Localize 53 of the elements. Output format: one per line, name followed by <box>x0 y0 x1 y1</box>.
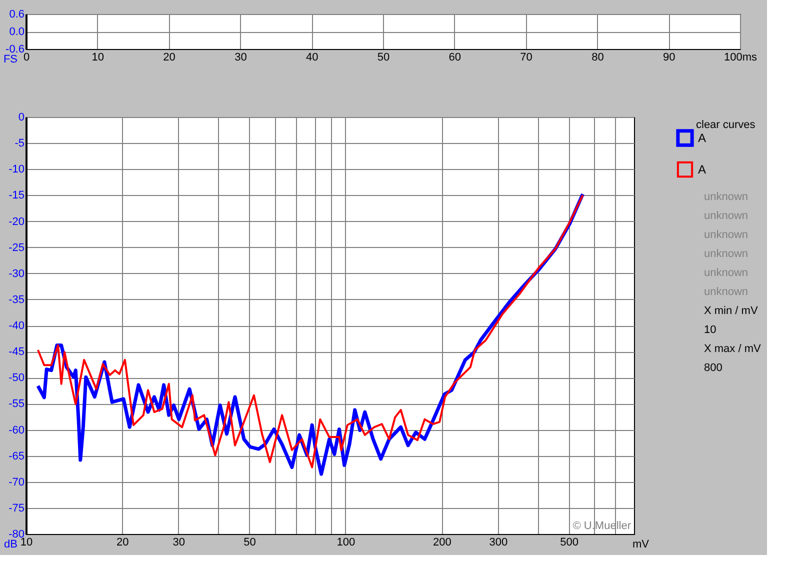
y-tick-label: -20 <box>8 216 24 228</box>
x-tick-label: 50 <box>244 536 256 548</box>
x-tick-label: 100 <box>336 536 356 548</box>
text: unknown <box>704 210 748 222</box>
y-tick-label: 0.0 <box>9 26 24 38</box>
y-tick-label: -50 <box>8 372 24 384</box>
x-tick-label: 10 <box>20 536 33 548</box>
legend-label: A <box>698 162 706 176</box>
text: unknown <box>704 191 748 203</box>
x-tick-label: 80 <box>592 52 604 64</box>
x-tick-label: 30 <box>234 52 247 64</box>
y-tick-label: -65 <box>8 450 24 462</box>
y-axis-title: dB <box>4 538 18 550</box>
y-tick-label: 0.6 <box>9 8 24 20</box>
y-axis-title: FS <box>3 54 18 66</box>
y-tick-label: -5 <box>14 138 24 150</box>
x-axis-title: mV <box>632 538 650 550</box>
y-tick-label: -35 <box>8 294 24 306</box>
text: unknown <box>704 248 748 260</box>
y-tick-label: -45 <box>8 346 24 358</box>
x-tick-label: 20 <box>116 536 129 548</box>
x-tick-label: 30 <box>172 536 186 548</box>
text: X min / mV <box>704 305 758 317</box>
y-tick-label: -0.6 <box>6 44 24 56</box>
text: unknown <box>704 267 748 279</box>
y-tick-label: 0 <box>18 112 24 124</box>
x-tick-label: 90 <box>662 52 676 64</box>
x-tick-label: 50 <box>377 52 390 64</box>
y-tick-label: -75 <box>8 502 24 514</box>
x-tick-label: 200 <box>432 536 452 548</box>
text: 800 <box>704 362 722 374</box>
x-tick-label: 500 <box>560 536 578 548</box>
y-tick-label: -55 <box>8 398 24 410</box>
y-tick-label: -60 <box>8 424 24 436</box>
x-tick-label: 60 <box>448 52 462 64</box>
x-tick-label: 70 <box>520 52 532 64</box>
y-tick-label: -15 <box>8 190 24 202</box>
text: clear curves <box>696 119 756 131</box>
y-tick-label: -70 <box>8 476 24 488</box>
y-tick-label: -10 <box>8 164 24 176</box>
x-tick-label: 40 <box>306 52 318 64</box>
legend-label: A <box>698 131 706 145</box>
x-tick-label: 20 <box>163 52 176 64</box>
y-tick-label: -40 <box>8 320 24 332</box>
x-tick-label: 100ms <box>724 52 758 64</box>
y-tick-label: -25 <box>8 242 24 254</box>
text: unknown <box>704 286 748 298</box>
text: X max / mV <box>704 343 762 355</box>
text: 10 <box>704 324 716 336</box>
x-tick-label: 300 <box>489 536 508 548</box>
text: unknown <box>704 229 748 241</box>
y-tick-label: -30 <box>8 268 24 280</box>
x-tick-label: 10 <box>92 52 104 64</box>
